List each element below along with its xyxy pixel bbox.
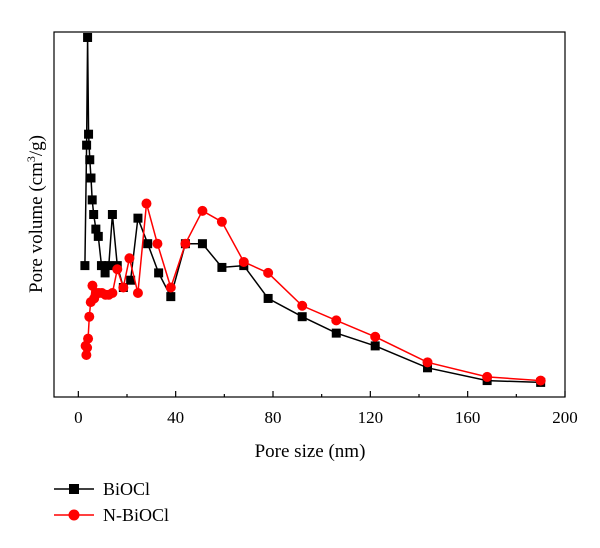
data-point <box>87 195 97 205</box>
data-point <box>83 32 93 42</box>
data-point <box>331 328 341 338</box>
data-point <box>197 239 207 249</box>
data-point <box>87 280 98 291</box>
legend-item-n-biocl: N-BiOCl <box>54 505 169 525</box>
data-point <box>238 256 249 267</box>
data-point <box>197 205 208 216</box>
x-axis-ticks: 0 40 80 120 160 200 <box>74 391 578 427</box>
data-point <box>132 287 143 298</box>
plot-frame <box>53 31 566 398</box>
data-point <box>85 155 95 165</box>
y-axis-label-prefix: Pore volume (cm <box>26 162 47 293</box>
x-tick-label: 0 <box>74 408 83 427</box>
y-axis-label: Pore volume (cm3/g) <box>24 135 47 293</box>
x-tick-label: 160 <box>455 408 481 427</box>
x-tick-label: 200 <box>552 408 578 427</box>
y-axis-label-superscript: 3 <box>24 156 38 162</box>
data-point <box>180 238 191 249</box>
data-point <box>84 129 94 139</box>
data-point <box>133 213 143 223</box>
data-point <box>107 287 118 298</box>
legend: BiOCl N-BiOCl <box>54 479 169 525</box>
x-tick-label: 120 <box>358 408 384 427</box>
x-tick-label: 80 <box>265 408 282 427</box>
data-point <box>118 282 129 293</box>
data-point <box>297 312 307 322</box>
data-point <box>154 268 164 278</box>
data-point <box>81 350 92 361</box>
data-point <box>82 342 93 353</box>
data-point <box>422 357 433 368</box>
data-point <box>217 262 227 272</box>
legend-marker-biocl <box>69 484 79 494</box>
legend-label-n-biocl: N-BiOCl <box>103 505 169 525</box>
data-point <box>423 363 433 373</box>
data-point <box>535 375 546 386</box>
data-point <box>370 331 381 342</box>
data-point <box>263 293 273 303</box>
legend-label-biocl: BiOCl <box>103 479 150 499</box>
data-point <box>297 300 308 311</box>
data-point <box>83 333 94 344</box>
data-point <box>370 341 380 351</box>
series-biocl <box>80 32 546 387</box>
data-point <box>143 239 153 249</box>
data-point <box>86 173 96 183</box>
data-point <box>93 231 103 241</box>
data-point <box>100 268 110 278</box>
legend-item-biocl: BiOCl <box>54 479 150 499</box>
data-point <box>126 275 136 285</box>
series-layer <box>80 32 546 387</box>
data-point <box>91 224 101 234</box>
data-point <box>331 315 342 326</box>
data-point <box>141 198 152 209</box>
data-point <box>80 261 90 271</box>
legend-marker-n-biocl <box>68 509 80 521</box>
data-point <box>166 292 176 302</box>
data-point <box>216 216 227 227</box>
data-point <box>152 238 163 249</box>
x-tick-label: 40 <box>167 408 184 427</box>
data-point <box>84 311 95 322</box>
data-point <box>165 282 176 293</box>
data-point <box>96 261 106 271</box>
data-point <box>482 371 493 382</box>
data-point <box>89 210 99 219</box>
data-point <box>263 267 274 278</box>
x-axis-label: Pore size (nm) <box>255 441 366 462</box>
data-point <box>124 253 135 264</box>
data-point <box>107 210 117 219</box>
data-point <box>112 264 123 275</box>
series-line <box>84 37 541 384</box>
y-axis-label-suffix: /g) <box>26 135 47 156</box>
series-n-biocl <box>80 198 546 386</box>
data-point <box>104 261 114 271</box>
series-line <box>84 203 541 382</box>
data-point <box>82 140 92 150</box>
